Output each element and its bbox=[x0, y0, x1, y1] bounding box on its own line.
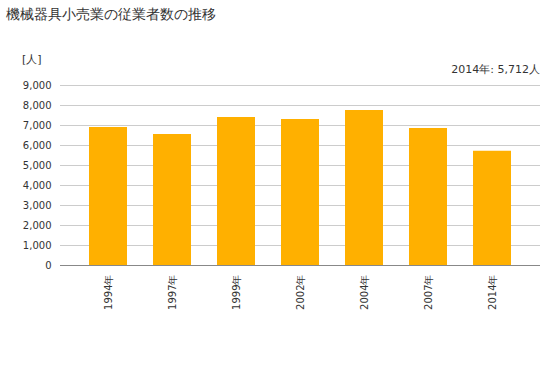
svg-text:8,000: 8,000 bbox=[23, 100, 52, 111]
svg-text:5,000: 5,000 bbox=[23, 160, 52, 171]
svg-text:4,000: 4,000 bbox=[23, 180, 52, 191]
svg-text:1994年: 1994年 bbox=[103, 275, 114, 310]
html-text:機械器具小売業の従業者数の推移: 機械器具小売業の従業者数の推移 bbox=[6, 6, 216, 22]
svg-text:0: 0 bbox=[45, 260, 51, 271]
svg-text:2004年: 2004年 bbox=[359, 275, 370, 310]
svg-text:3,000: 3,000 bbox=[23, 200, 52, 211]
svg-text:6,000: 6,000 bbox=[23, 140, 52, 151]
svg-text:1,000: 1,000 bbox=[23, 240, 52, 251]
html-text:2014年: 5,712人: 2014年: 5,712人 bbox=[451, 63, 540, 76]
svg-text:2007年: 2007年 bbox=[423, 275, 434, 310]
svg-text:2014年: 2014年 bbox=[487, 275, 498, 310]
svg-text:2,000: 2,000 bbox=[23, 220, 52, 231]
html-text:[人]: [人] bbox=[22, 53, 42, 66]
svg-text:9,000: 9,000 bbox=[23, 80, 52, 91]
svg-text:1997年: 1997年 bbox=[167, 275, 178, 310]
svg-text:7,000: 7,000 bbox=[23, 120, 52, 131]
svg-text:2002年: 2002年 bbox=[295, 275, 306, 310]
svg-text:1999年: 1999年 bbox=[231, 275, 242, 310]
